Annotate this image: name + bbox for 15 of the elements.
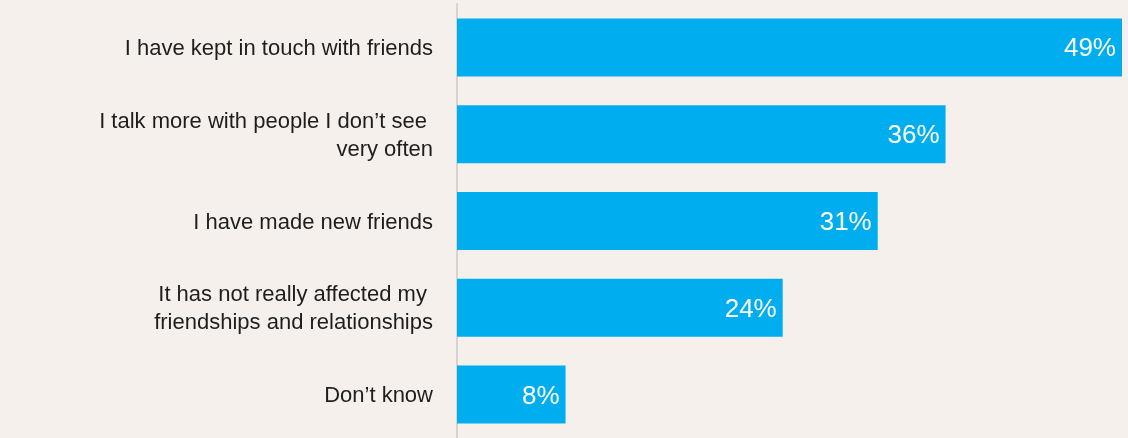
data-label: 8% bbox=[521, 379, 560, 410]
y-tick-label: Don’t know bbox=[324, 382, 434, 408]
y-tick-label: It has not really affected my friendships and relationships bbox=[154, 281, 433, 335]
bar bbox=[457, 18, 1122, 77]
data-label: 49% bbox=[1063, 32, 1116, 63]
bar bbox=[457, 278, 783, 337]
data-label: 24% bbox=[724, 292, 777, 323]
y-tick-label: I talk more with people I don’t see very often bbox=[99, 107, 433, 161]
data-label: 31% bbox=[819, 206, 872, 236]
bar bbox=[457, 365, 566, 424]
data-label: 36% bbox=[887, 119, 940, 150]
bar bbox=[457, 105, 946, 164]
y-tick-label: I have kept in touch with friends bbox=[124, 34, 433, 60]
bar bbox=[457, 192, 878, 250]
y-tick-label: I have made new friends bbox=[193, 208, 433, 234]
